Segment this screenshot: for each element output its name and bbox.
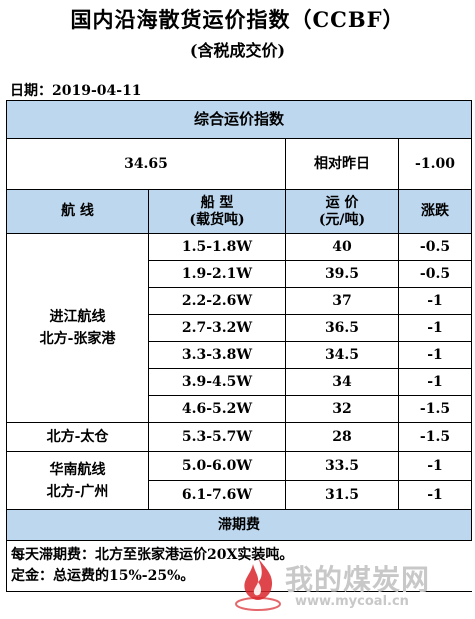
change-cell: -1 [397,341,473,369]
change-cell: -1 [397,451,473,481]
col-change: 涨跌 [397,189,473,234]
change-cell: -0.5 [397,233,473,261]
ship-type-cell: 2.2-2.6W [148,287,286,315]
note-cell: 每天滞期费：北方至张家港运价20X实装吨。 定金：总运费的15%-25%。 [5,540,472,592]
column-header-row: 航 线 船 型 (载货吨) 运 价 (元/吨) 涨跌 [6,189,473,234]
section-title-row: 综合运价指数 [5,100,473,139]
ship-type-cell: 4.6-5.2W [148,395,286,423]
freight-cell: 37 [285,287,399,315]
demurrage-title: 滞期费 [5,509,473,541]
route-cell: 进江航线 北方-张家港 [6,233,149,423]
change-cell: -1.5 [397,395,473,423]
table-row: 进江航线 北方-张家港 1.5-1.8W 40 -0.5 [6,233,473,423]
route-cell: 北方-太仓 [6,422,149,452]
table-row: 6.1-7.6W 31.5 -1 [7,480,473,510]
table-row: 3.3-3.8W 34.5 -1 [7,341,473,369]
col-route: 航 线 [6,189,149,234]
freight-cell: 40 [285,233,399,261]
change-cell: -1 [397,314,473,342]
change-cell: -1 [397,287,473,315]
date-line: 日期：2019-04-11 [10,80,142,100]
route-line2: 北方-广州 [46,483,109,500]
index-value: 34.65 [6,138,286,190]
freight-cell: 39.5 [285,260,399,288]
table-row: 2.7-3.2W 36.5 -1 [7,314,473,342]
watermark-url: www.mycoal.cn [295,594,409,609]
table-row: 1.9-2.1W 39.5 -0.5 [7,260,473,288]
relative-label: 相对昨日 [285,138,399,190]
relative-change: -1.00 [397,138,473,190]
col-freight-line1: 运 价 [325,194,359,211]
table-row: 4.6-5.2W 32 -1.5 [7,395,473,423]
date-label: 日期： [10,83,52,99]
ship-type-cell: 3.3-3.8W [148,341,286,369]
ship-type-cell: 5.0-6.0W [148,451,286,481]
freight-cell: 28 [285,422,399,452]
change-cell: -1.5 [397,422,473,452]
change-cell: -1 [397,368,473,396]
route-line1: 华南航线 [49,461,106,478]
col-ship-type-line1: 船 型 [200,194,234,211]
note-line2: 定金：总运费的15%-25%。 [11,568,195,584]
freight-cell: 36.5 [285,314,399,342]
demurrage-row: 滞期费 [5,509,473,541]
ship-type-cell: 6.1-7.6W [148,480,286,510]
col-ship-type: 船 型 (载货吨) [148,189,286,234]
table-row: 北方-太仓 5.3-5.7W 28 -1.5 [6,422,473,452]
ship-type-cell: 5.3-5.7W [148,422,286,452]
note-row: 每天滞期费：北方至张家港运价20X实装吨。 定金：总运费的15%-25%。 [5,540,472,592]
freight-cell: 34.5 [285,341,399,369]
freight-cell: 31.5 [285,480,399,510]
ship-type-cell: 1.5-1.8W [148,233,286,261]
route-line1: 进江航线 [49,309,106,325]
ship-type-cell: 3.9-4.5W [148,368,286,396]
ship-type-cell: 2.7-3.2W [148,314,286,342]
table-row: 华南航线 北方-广州 5.0-6.0W 33.5 -1 [6,451,473,510]
composite-index-row: 34.65 相对昨日 -1.00 [6,138,473,190]
change-cell: -0.5 [397,260,473,288]
table-row: 2.2-2.6W 37 -1 [7,287,473,315]
route-cell: 华南航线 北方-广州 [6,451,149,510]
ship-type-cell: 1.9-2.1W [148,260,286,288]
freight-index-table: 综合运价指数 34.65 相对昨日 -1.00 航 线 船 型 (载货吨) 运 … [5,100,473,592]
freight-cell: 33.5 [285,451,399,481]
table-row: 3.9-4.5W 34 -1 [7,368,473,396]
col-freight-line2: (元/吨) [318,211,366,228]
col-ship-type-line2: (载货吨) [189,211,245,228]
page-title: 国内沿海散货运价指数（CCBF） [70,7,405,32]
change-cell: -1 [397,480,473,510]
freight-cell: 32 [285,395,399,423]
route-line2: 北方-张家港 [39,331,116,347]
page-subtitle: (含税成交价) [189,41,286,60]
section-title: 综合运价指数 [5,100,473,139]
col-freight: 运 价 (元/吨) [285,189,399,234]
date-value: 2019-04-11 [52,83,142,99]
freight-cell: 34 [285,368,399,396]
note-line1: 每天滞期费：北方至张家港运价20X实装吨。 [11,547,294,563]
